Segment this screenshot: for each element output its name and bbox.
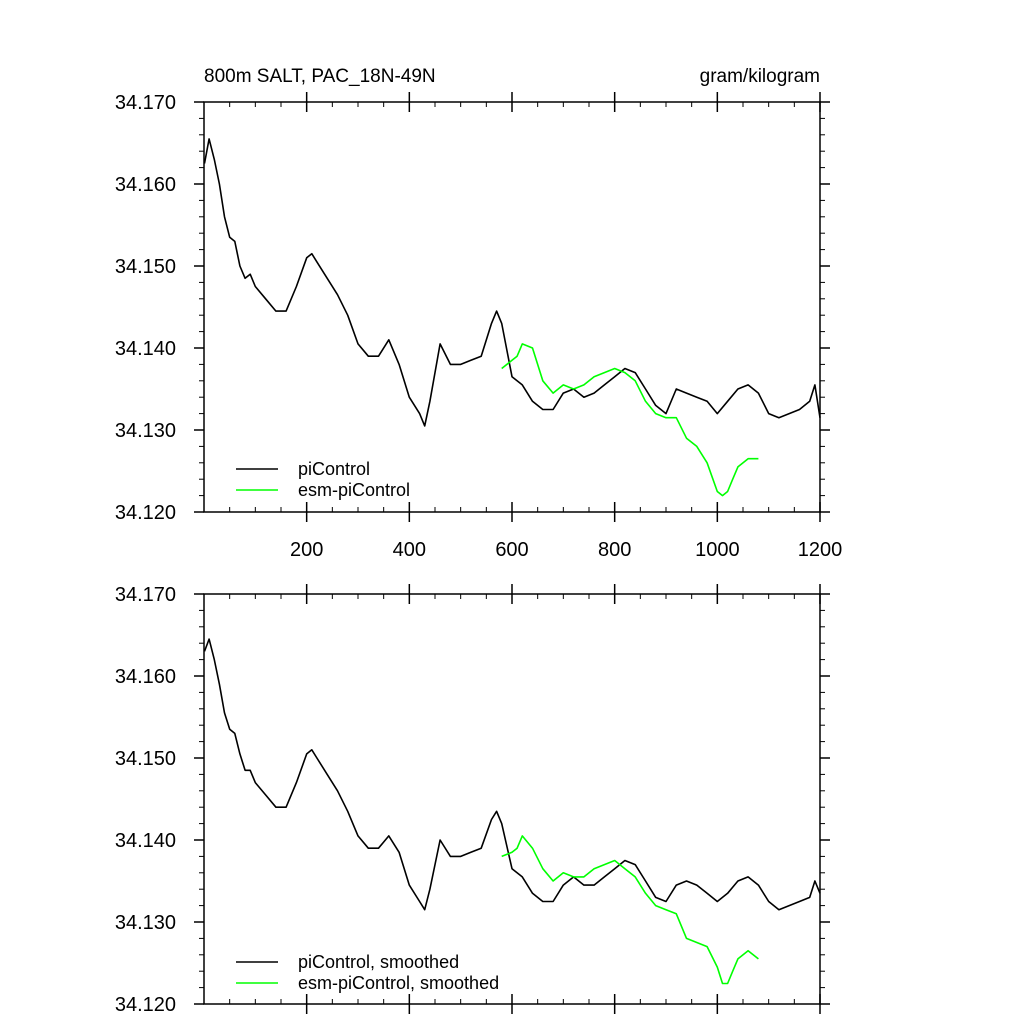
legend: piControl esm-piControl bbox=[236, 459, 410, 500]
y-tick-label: 34.150 bbox=[115, 256, 176, 278]
series-line-picontrol-smoothed bbox=[203, 638, 821, 911]
x-tick-label: 1200 bbox=[798, 539, 843, 561]
x-tick-label: 800 bbox=[598, 539, 631, 561]
units-label: gram/kilogram bbox=[700, 66, 820, 87]
y-tick-label: 34.160 bbox=[115, 174, 176, 196]
y-tick-label: 34.140 bbox=[115, 830, 176, 852]
legend-label-picontrol: piControl bbox=[298, 459, 370, 479]
y-tick-label: 34.170 bbox=[115, 584, 176, 606]
bottom-panel: 34.120 34.130 34.140 34.150 34.160 34.170 piC… bbox=[115, 584, 830, 1016]
x-tick-label: 200 bbox=[290, 539, 323, 561]
series-group bbox=[203, 138, 821, 497]
legend-label-esm-picontrol: esm-piControl bbox=[298, 480, 410, 500]
plot-frame bbox=[203, 593, 821, 1005]
y-tick-label: 34.170 bbox=[115, 92, 176, 114]
series-line-esm-picontrol bbox=[501, 343, 759, 497]
y-tick-label: 34.140 bbox=[115, 338, 176, 360]
y-tick-label: 34.160 bbox=[115, 666, 176, 688]
plot-frame bbox=[203, 101, 821, 513]
x-tick-label: 400 bbox=[393, 539, 426, 561]
chart-title: 800m SALT, PAC_18N-49N bbox=[204, 66, 436, 87]
series-line-picontrol bbox=[203, 138, 821, 427]
x-tick-label: 1000 bbox=[695, 539, 740, 561]
ticks: 34.120 34.130 34.140 34.150 34.160 34.170 bbox=[115, 584, 830, 1016]
ticks: 200 400 600 800 1000 1200 34.120 34.130 34.140 34… bbox=[115, 92, 842, 561]
legend: piControl, smoothed esm-piControl, smoot… bbox=[236, 952, 499, 993]
top-panel: 800m SALT, PAC_18N-49N gram/kilogram 200… bbox=[115, 66, 842, 561]
y-tick-label: 34.120 bbox=[115, 502, 176, 524]
legend-label-picontrol-smoothed: piControl, smoothed bbox=[298, 952, 459, 972]
series-line-esm-picontrol-smoothed bbox=[501, 835, 759, 985]
x-tick-label: 600 bbox=[495, 539, 528, 561]
y-tick-label: 34.120 bbox=[115, 994, 176, 1016]
y-tick-label: 34.130 bbox=[115, 912, 176, 934]
y-tick-label: 34.130 bbox=[115, 420, 176, 442]
legend-label-esm-picontrol-smoothed: esm-piControl, smoothed bbox=[298, 973, 499, 993]
series-group bbox=[203, 638, 821, 985]
y-tick-label: 34.150 bbox=[115, 748, 176, 770]
